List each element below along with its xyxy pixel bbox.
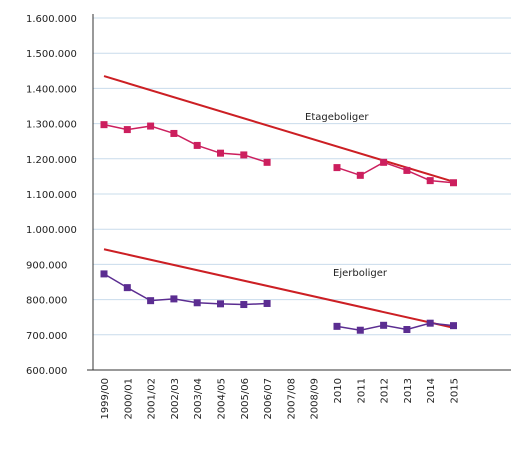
y-tick-label: 1.400.000 (26, 84, 77, 95)
data-point (217, 300, 224, 308)
y-tick-label: 600.000 (26, 366, 67, 377)
data-point (193, 299, 201, 307)
data-point (100, 121, 108, 129)
data-point (147, 297, 155, 305)
data-point (100, 270, 108, 278)
data-point (123, 284, 131, 292)
x-tick-label: 2000/01 (123, 378, 134, 420)
y-tick-labels: 1.600.000 1.500.000 1.400.000 1.300.000 1.20… (26, 14, 77, 377)
data-point (147, 122, 155, 130)
series-line (103, 273, 268, 306)
trendlines (103, 75, 454, 329)
series-labels: Etageboliger Ejerboliger (305, 112, 388, 279)
data-point (450, 179, 457, 187)
data-point (170, 295, 178, 303)
data-point (333, 322, 341, 330)
gridlines (93, 17, 511, 336)
series-label: Etageboliger (305, 112, 369, 123)
data-point (403, 326, 411, 334)
data-point (426, 177, 434, 185)
y-tick-label: 900.000 (26, 260, 67, 271)
data-point (170, 129, 178, 137)
x-tick-label: 2007/08 (286, 378, 297, 420)
x-tick-label: 2015 (450, 378, 461, 403)
x-tick-label: 2010 (333, 378, 344, 403)
x-tick-label: 2008/09 (310, 378, 321, 420)
data-point (217, 149, 224, 157)
data-point (193, 141, 201, 149)
x-tick-label: 2014 (426, 378, 437, 403)
trendline (103, 248, 454, 329)
data-point (426, 319, 434, 327)
y-tick-label: 1.600.000 (26, 14, 77, 25)
data-point (240, 151, 248, 159)
y-tick-label: 1.000.000 (26, 225, 77, 236)
y-tick-label: 800.000 (26, 296, 67, 307)
data-point (356, 171, 364, 179)
series-line (336, 161, 454, 184)
y-tick-label: 1.500.000 (26, 49, 77, 60)
x-tick-label: 2006/07 (263, 378, 274, 420)
data-point (240, 301, 248, 309)
data-point (356, 326, 364, 334)
data-point (380, 158, 388, 166)
x-tick-label: 2005/06 (240, 378, 251, 420)
x-tick-label: 2011 (356, 378, 367, 403)
x-tick-label: 2004/05 (217, 378, 228, 420)
x-tick-label: 2002/03 (170, 378, 181, 420)
y-tick-label: 1.100.000 (26, 190, 77, 201)
series-lines (100, 121, 457, 334)
series-line (103, 123, 268, 164)
data-point (403, 166, 411, 174)
x-tick-label: 1999/00 (100, 378, 111, 420)
x-tick-label: 2001/02 (147, 378, 158, 420)
data-point (123, 126, 131, 134)
x-tick-label: 2012 (380, 378, 391, 403)
x-tick-label: 2013 (403, 378, 414, 403)
x-tick-labels: 1999/00 2000/01 2001/02 2002/03 2003/04 2004/… (100, 378, 461, 420)
data-point (380, 321, 388, 329)
series-line (336, 322, 454, 331)
series-label: Ejerboliger (333, 268, 388, 279)
y-tick-label: 700.000 (26, 331, 67, 342)
axes (87, 14, 511, 371)
data-point (450, 322, 457, 330)
y-tick-label: 1.200.000 (26, 155, 77, 166)
y-tick-label: 1.300.000 (26, 120, 77, 131)
data-point (263, 299, 271, 307)
data-point (263, 158, 271, 166)
data-point (333, 164, 341, 172)
trendline (103, 75, 454, 183)
x-tick-label: 2003/04 (193, 378, 204, 420)
